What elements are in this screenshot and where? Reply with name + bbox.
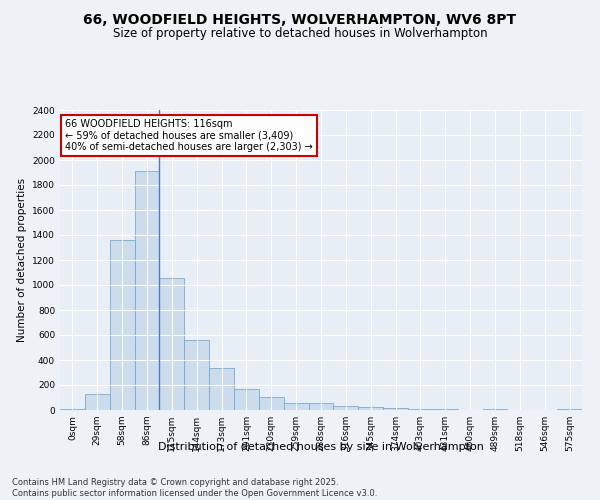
Bar	[134, 171, 160, 410]
Y-axis label: Number of detached properties: Number of detached properties	[17, 178, 26, 342]
Bar	[259, 397, 284, 410]
Bar	[110, 240, 134, 410]
Bar	[60, 409, 85, 410]
Bar	[383, 408, 408, 410]
Bar	[358, 407, 383, 410]
Bar	[557, 409, 582, 410]
Bar	[408, 409, 433, 410]
Bar	[334, 406, 358, 410]
Bar	[308, 402, 334, 410]
Bar	[234, 389, 259, 410]
Text: Contains HM Land Registry data © Crown copyright and database right 2025.
Contai: Contains HM Land Registry data © Crown c…	[12, 478, 377, 498]
Bar	[85, 394, 110, 410]
Bar	[284, 402, 308, 410]
Text: 66 WOODFIELD HEIGHTS: 116sqm
← 59% of detached houses are smaller (3,409)
40% of: 66 WOODFIELD HEIGHTS: 116sqm ← 59% of de…	[65, 119, 313, 152]
Text: 66, WOODFIELD HEIGHTS, WOLVERHAMPTON, WV6 8PT: 66, WOODFIELD HEIGHTS, WOLVERHAMPTON, WV…	[83, 12, 517, 26]
Text: Size of property relative to detached houses in Wolverhampton: Size of property relative to detached ho…	[113, 28, 487, 40]
Bar	[482, 409, 508, 410]
Bar	[160, 278, 184, 410]
Text: Distribution of detached houses by size in Wolverhampton: Distribution of detached houses by size …	[158, 442, 484, 452]
Bar	[209, 368, 234, 410]
Bar	[184, 340, 209, 410]
